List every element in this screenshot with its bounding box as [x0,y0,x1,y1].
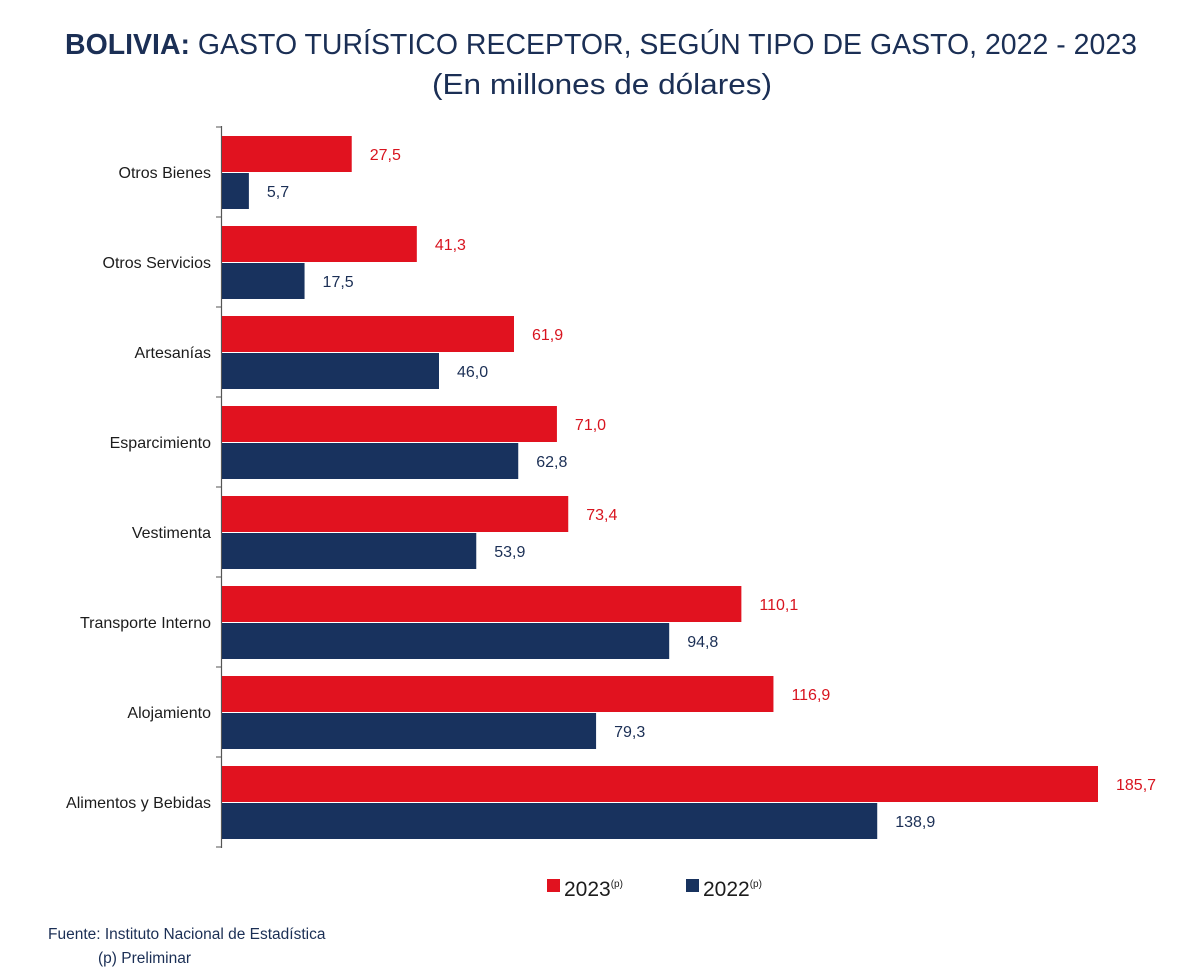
preliminary-note: (p) Preliminar [98,950,191,967]
value-label-2023: 110,1 [759,597,798,614]
bar-2022 [222,623,670,659]
legend-swatch-2023 [547,879,560,892]
chart-title-rest: GASTO TURÍSTICO RECEPTOR, SEGÚN TIPO DE … [190,28,1137,61]
bar-2022 [222,443,519,479]
bar-2023 [222,406,557,442]
value-label-2023: 71,0 [575,417,606,434]
legend-swatch-2022 [686,879,699,892]
category-label: Otros Bienes [119,165,211,182]
value-label-2023: 116,9 [791,687,830,704]
value-label-2022: 5,7 [267,184,289,201]
bar-2023 [222,766,1098,802]
bar-2022 [222,263,305,299]
value-label-2023: 27,5 [370,147,401,164]
value-label-2022: 94,8 [687,634,718,651]
bar-2022 [222,173,249,209]
value-label-2022: 53,9 [494,544,525,561]
bar-2022 [222,803,878,839]
bar-2023 [222,226,417,262]
bar-2022 [222,353,439,389]
bar-2023 [222,496,569,532]
legend-label-2022: 2022(p) [703,878,762,901]
category-label: Esparcimiento [110,435,211,452]
value-label-2022: 17,5 [323,274,354,291]
category-label: Transporte Interno [80,615,211,632]
bar-2023 [222,586,742,622]
value-label-2023: 73,4 [586,507,617,524]
bar-2023 [222,136,352,172]
source-note: Fuente: Instituto Nacional de Estadístic… [48,926,326,943]
value-label-2023: 185,7 [1116,777,1156,794]
bar-2022 [222,533,477,569]
category-label: Vestimenta [132,525,211,542]
category-label: Alojamiento [127,705,211,722]
value-label-2023: 61,9 [532,327,563,344]
chart-title: BOLIVIA: GASTO TURÍSTICO RECEPTOR, SEGÚN… [65,28,1137,61]
value-label-2022: 79,3 [614,724,645,741]
value-label-2022: 46,0 [457,364,488,381]
value-label-2022: 138,9 [895,814,935,831]
bar-2022 [222,713,597,749]
category-label: Artesanías [135,345,211,362]
value-label-2023: 41,3 [435,237,466,254]
chart-subtitle: (En millones de dólares) [432,69,772,101]
category-label: Alimentos y Bebidas [66,795,211,812]
bar-2023 [222,316,514,352]
legend-label-2023: 2023(p) [564,878,623,901]
bar-2023 [222,676,774,712]
value-label-2022: 62,8 [536,454,567,471]
category-label: Otros Servicios [103,255,211,272]
chart-title-bold: BOLIVIA: [65,29,190,61]
legend: 2023(p) 2022(p) [547,878,762,901]
